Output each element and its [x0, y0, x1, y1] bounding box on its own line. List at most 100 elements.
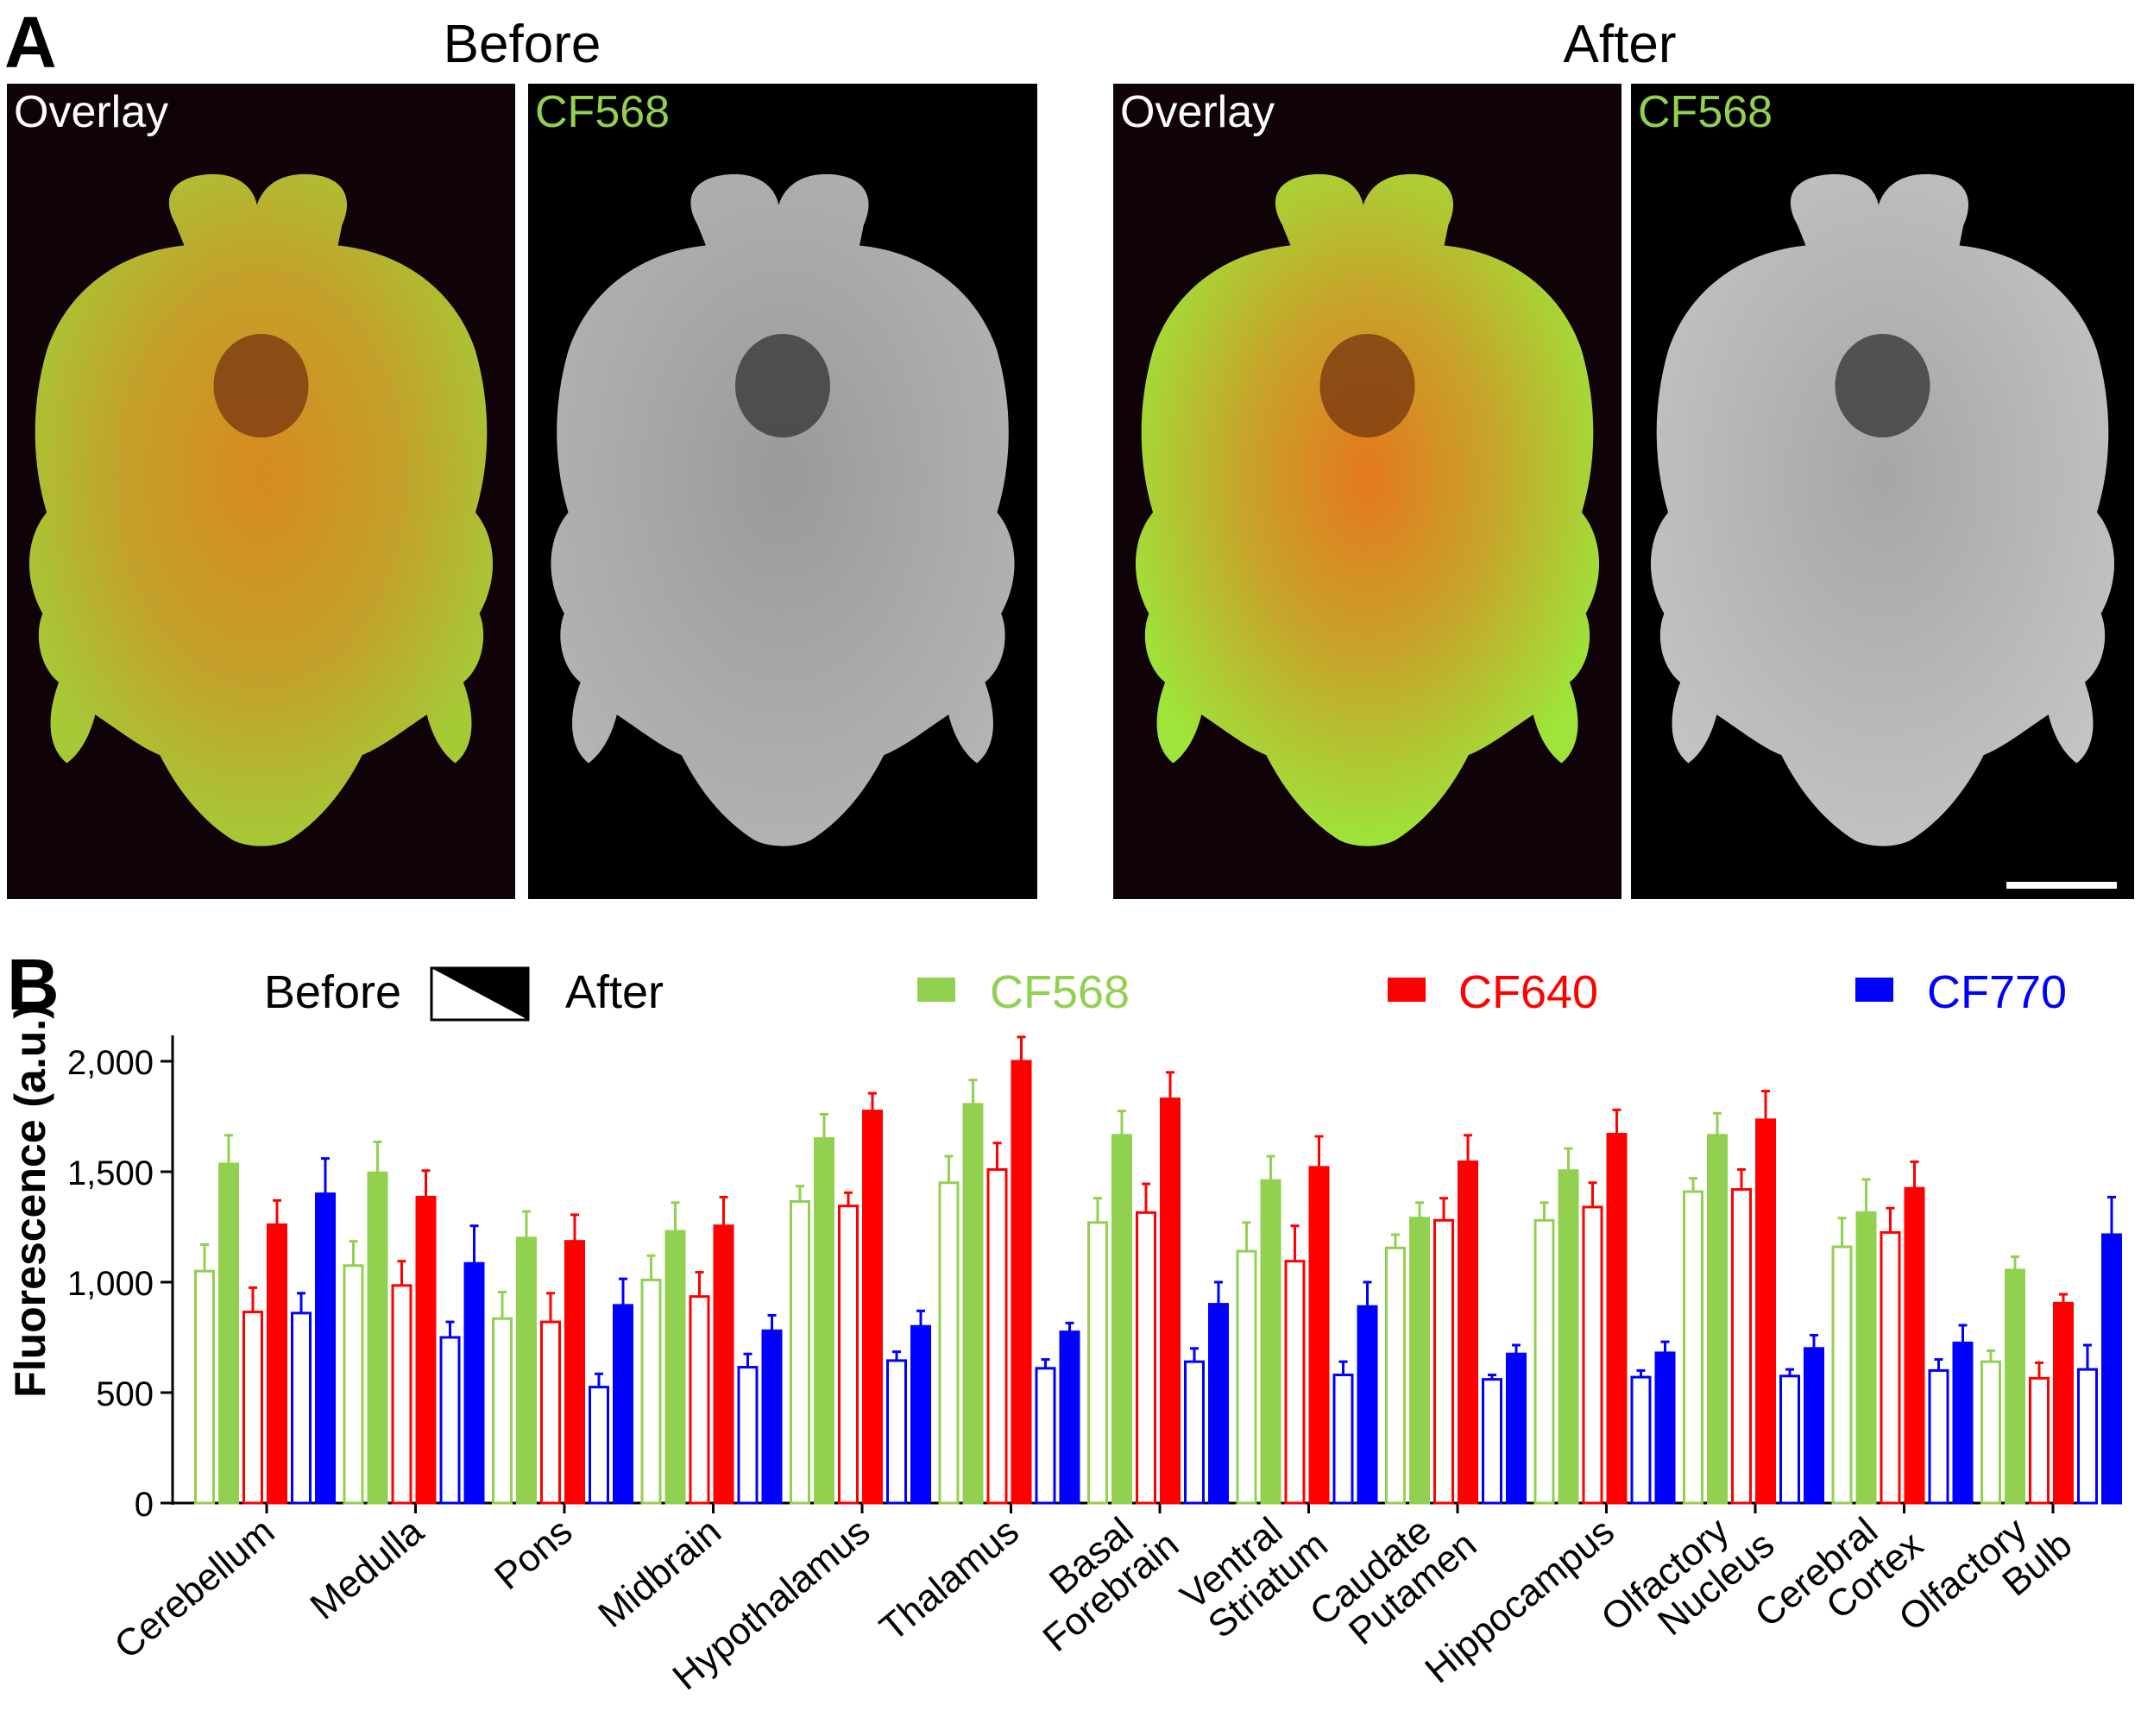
bar-cf770-before — [1184, 1360, 1205, 1505]
bar-cf770-after — [1952, 1341, 1974, 1505]
bar-cf640-after — [713, 1224, 734, 1505]
y-axis-label: Fluorescence (a.u.) — [6, 1004, 54, 1398]
y-tick-label: 2,000 — [67, 1044, 154, 1082]
micrograph-panel-label: CF568 — [1638, 87, 1773, 137]
bar-cf568-before — [938, 1181, 960, 1505]
bar-cf770-after — [1654, 1351, 1676, 1505]
x-axis — [173, 1501, 2097, 1513]
bar-cf640-before — [1880, 1230, 1901, 1505]
micrograph-panel-3: Overlay — [1113, 84, 1621, 899]
panel-a: A Before After Overlay CF568 Overlay CF568 — [4, 2, 2134, 899]
bar-cf770-after — [1357, 1305, 1378, 1505]
legend-label-cf568: CF568 — [990, 966, 1130, 1018]
bar-cf770-before — [737, 1366, 759, 1505]
x-tick-label: Thalamus — [872, 1510, 1026, 1650]
bar-cf770-before — [886, 1359, 907, 1505]
bar-cf770-after — [463, 1261, 485, 1505]
bar-cf568-after — [1558, 1169, 1579, 1505]
bar-cf770-before — [1630, 1375, 1652, 1505]
bar-cf568-after — [664, 1230, 686, 1505]
x-tick-label: Pons — [487, 1510, 580, 1598]
bar-cf568-after — [962, 1103, 984, 1505]
bar-cf640-after — [267, 1223, 287, 1505]
bar-cf770-after — [910, 1324, 931, 1505]
bar-cf640-before — [540, 1320, 561, 1505]
bar-cf770-after — [2101, 1233, 2122, 1505]
bar-cf568-before — [1087, 1221, 1108, 1505]
bar-cf770-after — [1208, 1303, 1229, 1505]
legend-before-label: Before — [264, 966, 401, 1018]
x-tick-label: Medulla — [302, 1510, 431, 1628]
bar-cf770-before — [1779, 1374, 1800, 1505]
bar-cf640-before — [1136, 1211, 1156, 1505]
bar-cf640-after — [1458, 1160, 1478, 1505]
bar-cf640-after — [1755, 1118, 1776, 1505]
bar-cf770-after — [613, 1304, 633, 1505]
bar-cf640-before — [2029, 1376, 2050, 1505]
bar-cf568-before — [1683, 1190, 1703, 1505]
bar-cf640-before — [986, 1167, 1008, 1505]
x-tick-label: BasalForebrain — [1010, 1493, 1187, 1660]
bar-cf640-before — [689, 1295, 710, 1505]
bar-cf770-after — [761, 1329, 783, 1505]
legend-before-after-swatch — [430, 966, 530, 1022]
panel-a-label: A — [4, 2, 57, 83]
x-tick-label: OlfactoryBulb — [1891, 1493, 2080, 1670]
bar-cf640-after — [1904, 1186, 1925, 1505]
bar-cf640-before — [242, 1311, 263, 1505]
bar-cf770-before — [1928, 1368, 1949, 1505]
bar-cf568-before — [1831, 1245, 1853, 1505]
ventricle-shape — [1835, 334, 1930, 437]
x-labels: Cerebellum Medulla Pons MidbrainHypothalamu… — [107, 1493, 2081, 1698]
bar-cf770-before — [1035, 1367, 1056, 1505]
y-tick-label: 500 — [96, 1375, 154, 1413]
bar-cf568-after — [1111, 1134, 1132, 1505]
bar-cf568-after — [1260, 1179, 1281, 1505]
panel-b: B Before After CF568 CF640 CF770 Fluoresce… — [6, 944, 2122, 1698]
x-tick-label: VentralStriatum — [1173, 1493, 1336, 1648]
x-tick-label: OlfactoryNucleus — [1593, 1493, 1782, 1670]
y-tick-label: 1,500 — [67, 1154, 154, 1192]
bar-cf640-before — [838, 1205, 859, 1505]
bar-cf770-after — [315, 1192, 336, 1505]
micrograph-panel-label: Overlay — [1120, 87, 1275, 137]
bar-cf568-before — [343, 1264, 364, 1505]
bar-cf568-before — [640, 1278, 662, 1505]
ventricle-shape — [213, 334, 309, 437]
micrograph-panel-1: Overlay — [7, 84, 515, 899]
bar-cf640-after — [1308, 1166, 1330, 1505]
bar-cf640-after — [1011, 1060, 1032, 1505]
bar-cf640-after — [564, 1240, 585, 1505]
y-tick-label: 1,000 — [67, 1265, 154, 1303]
bar-cf568-before — [1533, 1218, 1555, 1505]
bar-cf770-before — [1332, 1374, 1354, 1505]
bar-cf568-after — [1409, 1217, 1430, 1505]
bar-cf770-after — [1059, 1330, 1080, 1505]
bar-cf640-before — [1731, 1187, 1752, 1505]
ventricle-shape — [735, 334, 830, 437]
bar-cf568-before — [1385, 1246, 1406, 1505]
legend-label-cf640: CF640 — [1458, 966, 1598, 1018]
bar-cf568-before — [194, 1269, 215, 1505]
group-after-title: After — [1564, 15, 1677, 74]
legend-label-cf770: CF770 — [1927, 966, 2067, 1018]
bar-cf770-before — [589, 1386, 609, 1505]
bar-cf640-after — [415, 1195, 437, 1505]
legend-swatch-cf640 — [1388, 978, 1426, 1002]
bar-cf568-after — [1707, 1134, 1728, 1505]
bar-cf568-after — [516, 1236, 537, 1505]
scale-bar — [2006, 882, 2117, 889]
micrograph-panel-4: CF568 — [1631, 84, 2134, 899]
legend: Before After CF568 CF640 CF770 — [264, 966, 2067, 1022]
bar-cf640-after — [2053, 1301, 2074, 1505]
bar-cf568-before — [492, 1317, 513, 1505]
bar-cf640-after — [1160, 1098, 1181, 1505]
bar-cf770-after — [1804, 1347, 1824, 1505]
group-before-title: Before — [444, 15, 601, 74]
bar-cf640-before — [1582, 1205, 1603, 1505]
y-axis: 0 500 1,000 1,500 2,000 — [67, 1035, 174, 1524]
x-tick-label: Midbrain — [590, 1510, 729, 1636]
x-tick-label: Cerebellum — [107, 1510, 283, 1667]
bar-cf640-before — [1433, 1218, 1454, 1505]
